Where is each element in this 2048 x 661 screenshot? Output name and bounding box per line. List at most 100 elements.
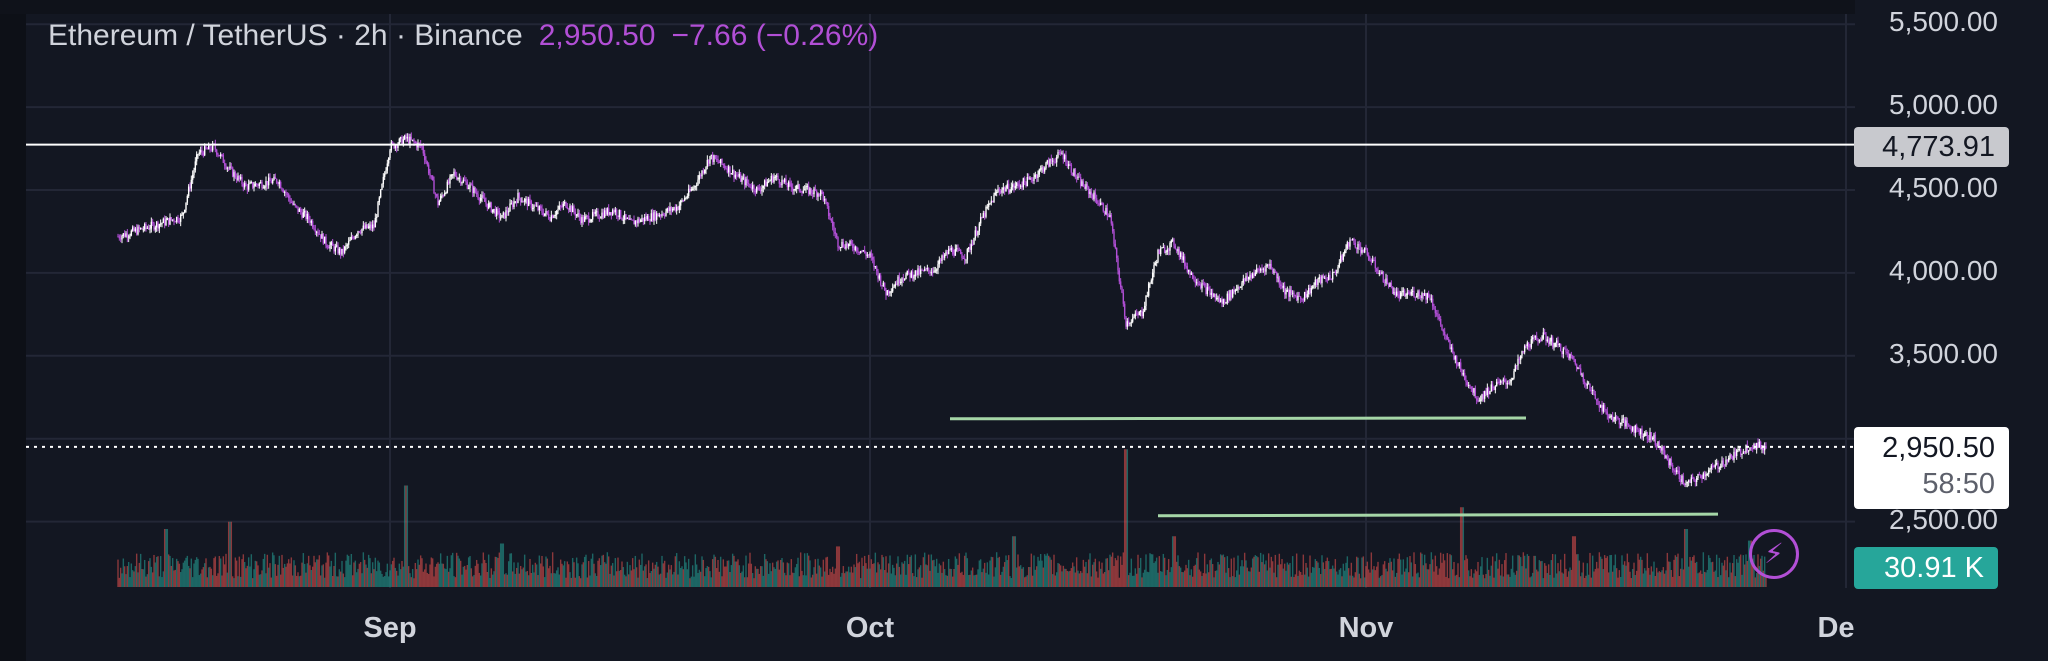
candle-body — [1279, 284, 1282, 287]
candle-body — [1223, 299, 1226, 304]
candle-body — [1535, 336, 1538, 339]
volume-bar — [859, 578, 862, 587]
candle-body — [1522, 351, 1525, 353]
symbol-label[interactable]: Ethereum / TetherUS · 2h · Binance — [48, 19, 523, 52]
volume-bar — [322, 564, 325, 587]
candle-body — [1583, 381, 1586, 384]
volume-bar — [1651, 571, 1654, 587]
volume-bar — [1221, 555, 1223, 587]
candle-body — [487, 203, 490, 209]
candle-body — [1085, 184, 1087, 189]
volume-bar — [1563, 553, 1566, 587]
volume-bar — [1450, 555, 1453, 587]
candle-body — [1229, 290, 1231, 300]
volume-bar — [1557, 563, 1559, 587]
candle-body — [1131, 318, 1134, 322]
volume-bar — [946, 575, 949, 587]
candle-body — [1626, 420, 1629, 425]
candle-body — [139, 227, 142, 229]
volume-bar — [1143, 569, 1146, 587]
volume-bar — [195, 557, 198, 587]
volume-bar — [479, 575, 482, 587]
volume-bar — [525, 571, 527, 587]
last-price-tag[interactable]: 2,950.50 58:50 — [1854, 427, 2009, 509]
candle-body — [1153, 265, 1155, 273]
candle-body — [591, 212, 594, 220]
volume-bar — [1543, 563, 1546, 587]
volume-bar — [1122, 552, 1125, 587]
candle-body — [118, 236, 121, 239]
candle-body — [1421, 293, 1423, 299]
volume-bar — [981, 572, 983, 587]
candle-body — [1694, 480, 1697, 482]
candle-body — [638, 218, 641, 223]
volume-bar — [453, 576, 455, 587]
candle-body — [658, 215, 661, 217]
candle-body — [466, 182, 469, 189]
volume-bar — [971, 567, 974, 587]
candle-body — [665, 211, 667, 216]
volume-bar — [198, 575, 201, 587]
volume-bar — [793, 572, 795, 587]
volume-bar — [1479, 566, 1482, 587]
candle-body — [730, 173, 733, 175]
candle-body — [1762, 446, 1765, 451]
candle-body — [559, 205, 562, 207]
volume-bar — [303, 563, 306, 587]
volume-bar — [1635, 570, 1638, 587]
volume-bar — [521, 569, 523, 587]
candle-body — [771, 175, 774, 183]
volume-bar — [1306, 567, 1309, 587]
candle-body — [279, 181, 282, 189]
candle-body — [667, 208, 670, 212]
candle-body — [155, 222, 158, 228]
volume-bar — [1346, 556, 1349, 587]
candle-body — [229, 166, 231, 169]
horizontal-level-price-tag[interactable]: 4,773.91 — [1854, 127, 2009, 167]
candle-body — [1757, 442, 1759, 448]
volume-bar — [851, 572, 854, 587]
candle-body — [1449, 341, 1451, 349]
volume-bar — [1650, 566, 1653, 587]
volume-bar — [805, 575, 807, 587]
candle-body — [1585, 383, 1587, 386]
candle-body — [1278, 277, 1281, 285]
volume-bar — [1698, 572, 1701, 587]
volume-bar — [169, 555, 171, 587]
candle-body — [581, 217, 583, 223]
volume-bar — [899, 574, 902, 587]
candle-body — [801, 191, 803, 194]
volume-bar — [583, 556, 586, 587]
volume-bar — [427, 574, 430, 587]
volume-bar — [883, 569, 886, 587]
symbol-legend[interactable]: Ethereum / TetherUS · 2h · Binance 2,950… — [48, 16, 878, 56]
candle-body — [285, 191, 287, 194]
volume-bar — [1074, 572, 1077, 587]
candle-body — [1203, 283, 1206, 286]
volume-bar — [1762, 570, 1765, 587]
volume-bar — [819, 567, 822, 587]
candle-body — [1467, 385, 1470, 387]
volume-bar — [350, 553, 353, 587]
volume-bar — [430, 557, 433, 587]
candle-body — [1311, 286, 1314, 288]
volume-bar — [1683, 529, 1686, 587]
volume-bar — [389, 570, 391, 587]
volume-bar — [1075, 557, 1078, 587]
volume-bar — [1310, 572, 1313, 587]
volume-bar — [1359, 578, 1362, 587]
lightning-icon[interactable]: ⚡ — [1749, 529, 1799, 579]
volume-bar — [1511, 555, 1514, 587]
candle-body — [703, 169, 706, 174]
candle-body — [657, 213, 659, 217]
volume-bar — [821, 576, 823, 587]
volume-bar — [1203, 553, 1206, 587]
candle-body — [1763, 445, 1766, 451]
candle-body — [1374, 260, 1377, 269]
candle-body — [1218, 297, 1221, 303]
volume-bar — [1546, 573, 1549, 587]
volume-bar — [1177, 555, 1179, 587]
candle-body — [649, 220, 651, 222]
